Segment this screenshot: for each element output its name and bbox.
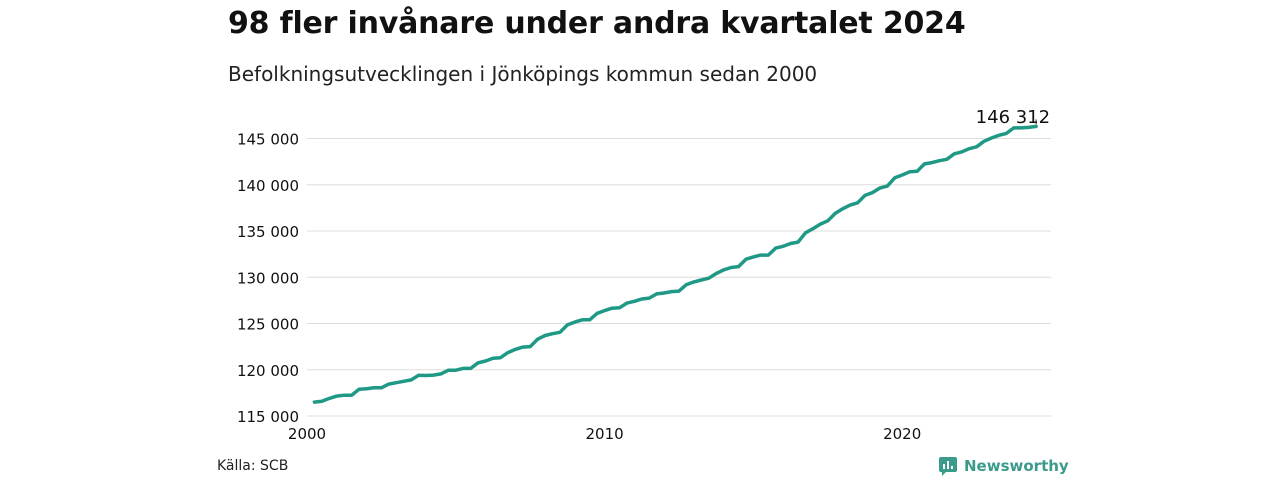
y-tick-label: 140 000 xyxy=(237,177,299,195)
y-tick-label: 130 000 xyxy=(237,269,299,287)
y-tick-label: 115 000 xyxy=(237,408,299,426)
x-tick-label: 2020 xyxy=(883,425,921,443)
source-label: Källa: SCB xyxy=(217,458,289,474)
population-line xyxy=(312,124,1038,404)
y-tick-label: 145 000 xyxy=(237,131,299,149)
y-tick-label: 135 000 xyxy=(237,223,299,241)
y-tick-label: 125 000 xyxy=(237,316,299,334)
brand-logo: Newsworthy xyxy=(938,456,1069,476)
newsworthy-icon xyxy=(939,457,957,476)
x-tick-label: 2010 xyxy=(586,425,624,443)
y-tick-label: 120 000 xyxy=(237,362,299,380)
x-tick-label: 2000 xyxy=(288,425,326,443)
end-value-label: 146 312 xyxy=(976,107,1050,128)
chart-subtitle: Befolkningsutvecklingen i Jönköpings kom… xyxy=(228,62,818,86)
brand-name: Newsworthy xyxy=(964,457,1069,475)
chart-title: 98 fler invånare under andra kvartalet 2… xyxy=(228,6,966,41)
